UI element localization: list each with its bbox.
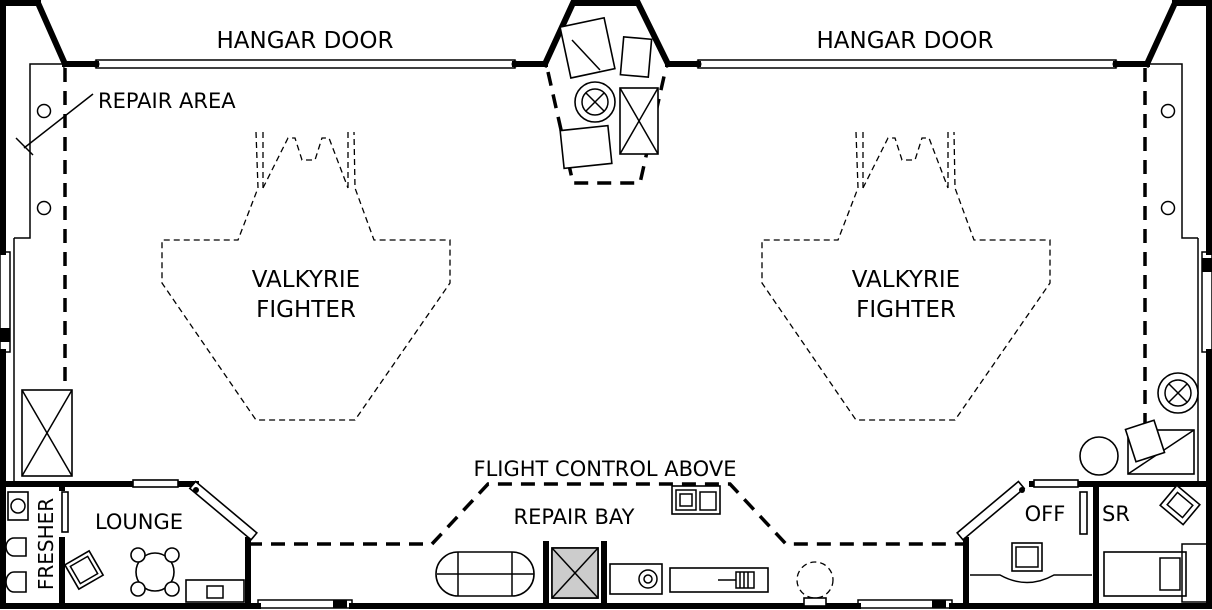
- lounge-furniture: [63, 547, 245, 603]
- repair-bay-equipment: [435, 485, 834, 609]
- center-equipment-cluster: [559, 16, 659, 170]
- office-furniture: [970, 542, 1092, 584]
- repair-area-label: REPAIR AREA: [98, 89, 236, 113]
- hangar-door-left: [92, 59, 519, 69]
- fresher-label: FRESHER: [34, 498, 58, 590]
- side-door-left: [0, 251, 11, 353]
- storeroom-label: SR: [1102, 502, 1130, 526]
- flight-control-label: FLIGHT CONTROL ABOVE: [474, 457, 737, 481]
- lounge-panels: [61, 479, 1088, 535]
- fighter-right-label-line1: VALKYRIE: [852, 267, 960, 293]
- fighter-outline-left: [161, 131, 451, 421]
- storage-crate-left: [21, 389, 73, 477]
- lounge-label: LOUNGE: [95, 510, 183, 534]
- fighter-left-label-line2: FIGHTER: [256, 297, 356, 323]
- hangar-door-right: [694, 59, 1120, 69]
- hangar-door-left-label: HANGAR DOOR: [217, 28, 394, 54]
- storeroom-furniture: [1103, 484, 1210, 603]
- repair-bay-label: REPAIR BAY: [514, 505, 635, 529]
- bottom-door-left: [257, 599, 353, 609]
- fighter-left-label-line1: VALKYRIE: [252, 267, 360, 293]
- bottom-door-right: [857, 599, 953, 609]
- repair-area-leader: [15, 93, 94, 156]
- office-door: [956, 480, 1026, 543]
- fighter-right-label-line2: FIGHTER: [856, 297, 956, 323]
- side-door-right: [1201, 251, 1212, 353]
- labels: HANGAR DOOR HANGAR DOOR REPAIR AREA VALK…: [34, 28, 1130, 590]
- fresher-fixtures: [5, 491, 29, 593]
- hangar-door-right-label: HANGAR DOOR: [817, 28, 994, 54]
- office-label: OFF: [1025, 502, 1066, 526]
- right-equipment: [1079, 372, 1199, 476]
- fighter-outline-right: [761, 131, 1051, 421]
- wall-fixtures: [36, 103, 1176, 216]
- lounge-door: [188, 480, 258, 543]
